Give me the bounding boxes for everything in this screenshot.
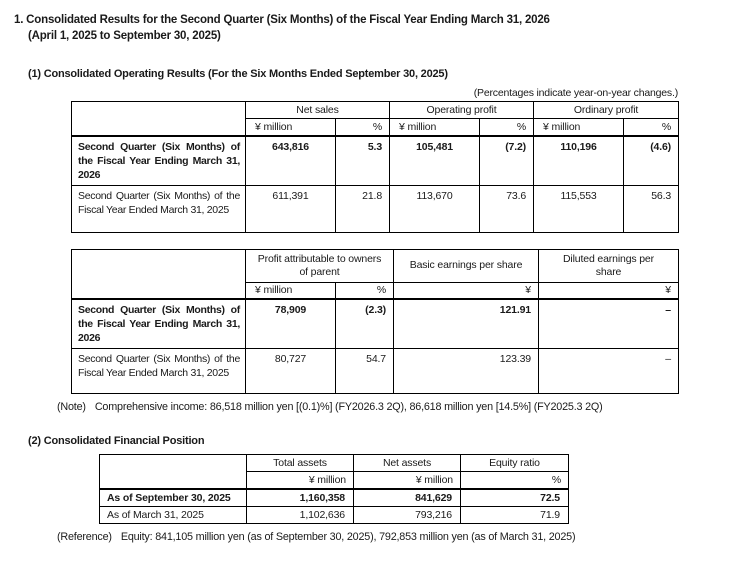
net-sales-value: 611,391 — [245, 184, 336, 233]
unit-percent: % — [335, 281, 394, 300]
row-header-blank-cell — [71, 248, 246, 300]
unit-yen-million: ¥ million — [533, 118, 625, 137]
row-label: Second Quarter (Six Months) of the Fisca… — [71, 298, 246, 349]
col-header-total-assets: Total assets — [246, 454, 354, 472]
row-label: Second Quarter (Six Months) of the Fisca… — [71, 348, 246, 394]
net-sales-pct: 5.3 — [334, 135, 391, 186]
section-title: 1. Consolidated Results for the Second Q… — [14, 14, 550, 26]
operating-results-section: (Percentages indicate year-on-year chang… — [71, 86, 680, 233]
unit-yen-million: ¥ million — [389, 118, 481, 137]
total-assets-value: 1,160,358 — [246, 488, 354, 507]
operating-results-table: Net sales Operating profit Ordinary prof… — [71, 101, 680, 233]
operating-profit-value: 113,670 — [389, 184, 481, 233]
equity-reference-note: (Reference) Equity: 841,105 million yen (… — [57, 530, 733, 545]
operating-profit-pct: 73.6 — [479, 184, 535, 233]
percent-change-note: (Percentages indicate year-on-year chang… — [473, 87, 678, 99]
table-row-fy2025-2q: Second Quarter (Six Months) of the Fisca… — [71, 184, 680, 233]
unit-yen-million: ¥ million — [246, 471, 354, 490]
row-label: Second Quarter (Six Months) of the Fisca… — [71, 135, 246, 186]
net-sales-value: 643,816 — [245, 135, 336, 186]
diluted-eps-value: – — [538, 348, 679, 394]
net-assets-value: 793,216 — [353, 505, 461, 524]
row-header-blank-cell — [99, 454, 247, 490]
financial-position-section: Total assets Net assets Equity ratio ¥ m… — [99, 454, 569, 524]
note-text: Comprehensive income: 86,518 million yen… — [94, 401, 603, 413]
profit-pct: 54.7 — [335, 348, 394, 394]
unit-yen: ¥ — [538, 281, 679, 300]
unit-yen: ¥ — [393, 281, 539, 300]
col-header-ordinary-profit: Ordinary profit — [533, 101, 680, 119]
net-assets-value: 841,629 — [353, 488, 461, 507]
ordinary-profit-value: 115,553 — [533, 184, 625, 233]
ordinary-profit-pct: (4.6) — [623, 135, 680, 186]
eps-table: Profit attributable to owners of parent … — [71, 248, 679, 394]
ordinary-profit-pct: 56.3 — [623, 184, 680, 233]
table-header-row-units: ¥ million % ¥ ¥ — [72, 281, 679, 300]
operating-profit-value: 105,481 — [389, 135, 481, 186]
table-row-fy2026-2q: Second Quarter (Six Months) of the Fisca… — [71, 298, 679, 349]
table-row-sep-30-2025: As of September 30, 2025 1,160,358 841,6… — [99, 488, 569, 507]
operating-results-heading: (1) Consolidated Operating Results (For … — [28, 68, 448, 80]
eps-section: Profit attributable to owners of parent … — [71, 248, 679, 394]
table-header-row-groups: Profit attributable to owners of parent … — [71, 248, 679, 300]
col-header-net-sales: Net sales — [244, 101, 391, 119]
col-header-diluted-eps: Diluted earnings per share — [538, 248, 679, 283]
row-header-blank-cell — [71, 101, 246, 137]
profit-pct: (2.3) — [335, 298, 394, 349]
reference-text: Equity: 841,105 million yen (as of Septe… — [120, 530, 576, 543]
col-header-operating-profit: Operating profit — [389, 101, 535, 119]
operating-profit-pct: (7.2) — [479, 135, 535, 186]
basic-eps-value: 123.39 — [393, 348, 539, 394]
diluted-eps-value: – — [538, 298, 679, 349]
reference-label: (Reference) — [57, 530, 112, 543]
unit-percent: % — [479, 118, 535, 137]
profit-value: 80,727 — [245, 348, 336, 394]
total-assets-value: 1,102,636 — [246, 505, 354, 524]
row-label: As of March 31, 2025 — [99, 505, 247, 524]
row-label: Second Quarter (Six Months) of the Fisca… — [71, 184, 246, 233]
table-header-row-groups: Total assets Net assets Equity ratio — [99, 454, 569, 490]
equity-ratio-value: 72.5 — [460, 488, 569, 507]
table-header-row-groups: Net sales Operating profit Ordinary prof… — [71, 101, 680, 137]
col-header-profit-attributable: Profit attributable to owners of parent — [245, 248, 394, 283]
unit-yen-million: ¥ million — [353, 471, 461, 490]
equity-ratio-value: 71.9 — [460, 505, 569, 524]
net-sales-pct: 21.8 — [334, 184, 391, 233]
financial-position-table: Total assets Net assets Equity ratio ¥ m… — [99, 454, 569, 524]
basic-eps-value: 121.91 — [393, 298, 539, 349]
row-label: As of September 30, 2025 — [99, 488, 247, 507]
col-header-basic-eps: Basic earnings per share — [393, 248, 539, 283]
table-row-mar-31-2025: As of March 31, 2025 1,102,636 793,216 7… — [99, 505, 569, 524]
comprehensive-income-note: (Note) Comprehensive income: 86,518 milli… — [57, 400, 733, 415]
table-row-fy2025-2q: Second Quarter (Six Months) of the Fisca… — [71, 348, 679, 394]
table-row-fy2026-2q: Second Quarter (Six Months) of the Fisca… — [71, 135, 680, 186]
unit-percent: % — [460, 471, 569, 490]
unit-yen-million: ¥ million — [245, 281, 336, 300]
unit-percent: % — [334, 118, 391, 137]
section-subtitle: (April 1, 2025 to September 30, 2025) — [28, 30, 221, 42]
col-header-equity-ratio: Equity ratio — [460, 454, 569, 472]
profit-value: 78,909 — [245, 298, 336, 349]
col-header-net-assets: Net assets — [353, 454, 461, 472]
ordinary-profit-value: 110,196 — [533, 135, 625, 186]
unit-percent: % — [623, 118, 680, 137]
unit-yen-million: ¥ million — [245, 118, 336, 137]
table-header-row-units: ¥ million % ¥ million % ¥ million % — [72, 118, 680, 137]
financial-position-heading: (2) Consolidated Financial Position — [28, 435, 205, 447]
note-label: (Note) — [57, 401, 86, 413]
table-header-row-units: ¥ million ¥ million % — [100, 471, 569, 490]
